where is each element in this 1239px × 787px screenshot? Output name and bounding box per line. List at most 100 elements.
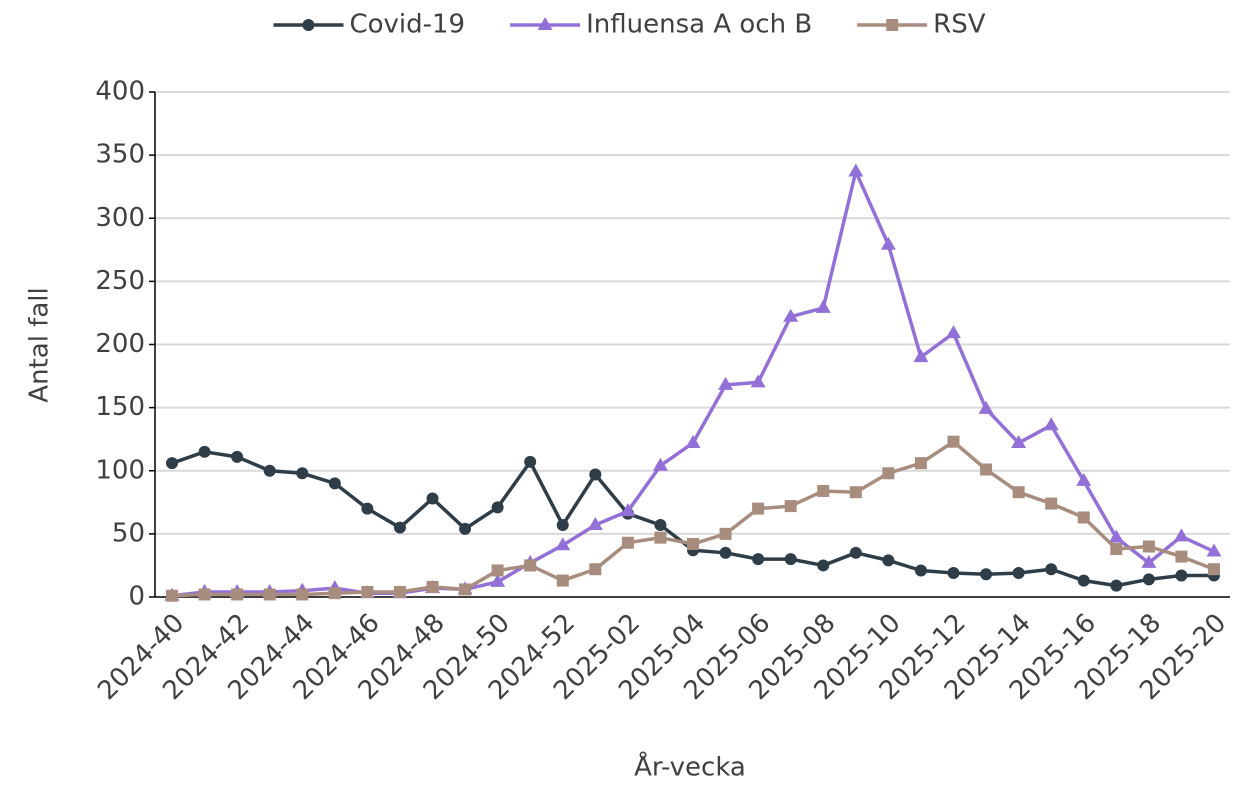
data-point xyxy=(1077,511,1090,524)
data-point xyxy=(947,435,960,448)
data-point xyxy=(426,492,439,505)
data-point xyxy=(654,531,667,544)
y-tick-label: 250 xyxy=(95,266,145,296)
data-point xyxy=(1175,550,1188,563)
data-point xyxy=(490,573,506,587)
data-point xyxy=(848,163,864,177)
legend-marker xyxy=(302,19,315,31)
data-point xyxy=(296,588,309,601)
data-point xyxy=(978,400,994,414)
data-point xyxy=(361,585,374,598)
data-point xyxy=(750,374,766,388)
data-point xyxy=(1175,569,1188,582)
data-point xyxy=(1110,543,1123,556)
data-point xyxy=(589,468,602,481)
data-point xyxy=(882,467,895,480)
y-tick-label: 350 xyxy=(95,140,145,170)
data-point xyxy=(491,564,504,577)
legend-label: Influensa A och B xyxy=(586,10,812,40)
data-point xyxy=(849,546,862,559)
data-point xyxy=(263,588,276,601)
data-point xyxy=(817,484,830,497)
data-point xyxy=(687,537,699,550)
data-point xyxy=(817,559,830,572)
legend-marker xyxy=(537,17,553,30)
data-point xyxy=(1206,543,1222,557)
data-point xyxy=(783,308,799,322)
data-point xyxy=(947,567,960,580)
data-point xyxy=(1108,529,1124,543)
data-point xyxy=(589,563,602,576)
data-point xyxy=(914,564,927,577)
data-point xyxy=(393,585,406,598)
data-point xyxy=(361,502,374,515)
legend-marker xyxy=(886,19,899,31)
data-point xyxy=(718,376,734,390)
data-point xyxy=(752,502,765,515)
data-point xyxy=(524,559,537,572)
data-point xyxy=(459,583,472,596)
data-point xyxy=(556,519,569,532)
data-point xyxy=(1141,554,1157,568)
data-point xyxy=(980,568,993,581)
data-point xyxy=(1011,434,1027,448)
data-point xyxy=(685,434,701,448)
data-point xyxy=(587,517,603,531)
data-point xyxy=(1045,563,1058,576)
data-point xyxy=(1110,579,1123,592)
data-point xyxy=(263,464,276,477)
y-tick-label: 200 xyxy=(95,329,145,359)
data-point xyxy=(426,580,439,593)
data-point xyxy=(555,537,571,551)
data-point xyxy=(620,503,636,517)
data-point xyxy=(491,501,504,514)
data-point xyxy=(946,325,961,339)
data-point xyxy=(328,477,341,490)
y-tick-label: 100 xyxy=(95,455,145,485)
data-point xyxy=(1142,540,1155,553)
data-point xyxy=(1208,563,1220,576)
data-point xyxy=(198,445,211,458)
series-line xyxy=(171,450,1214,588)
y-tick-label: 50 xyxy=(112,518,145,548)
y-axis-label: Antal fall xyxy=(25,287,55,402)
data-point xyxy=(1012,567,1025,580)
data-point xyxy=(459,522,472,535)
legend-label: Covid-19 xyxy=(349,10,465,40)
data-point xyxy=(1045,497,1058,510)
legend-label: RSV xyxy=(933,10,986,40)
data-point xyxy=(719,527,732,540)
data-point xyxy=(1142,573,1155,586)
data-point xyxy=(621,536,634,549)
series-line xyxy=(171,169,1215,598)
data-point xyxy=(296,467,309,480)
y-tick-label: 400 xyxy=(95,77,145,107)
data-point xyxy=(556,574,569,587)
data-point xyxy=(231,450,244,463)
data-point xyxy=(198,588,211,601)
data-point xyxy=(328,587,341,600)
data-point xyxy=(654,519,667,532)
data-point xyxy=(231,588,244,601)
data-point xyxy=(652,457,668,471)
data-point xyxy=(980,463,993,476)
x-axis-label: År-vecka xyxy=(634,751,746,783)
data-point xyxy=(166,589,178,602)
y-tick-label: 300 xyxy=(95,203,145,233)
data-point xyxy=(1043,417,1059,431)
data-point xyxy=(914,457,927,470)
data-point xyxy=(784,553,797,566)
data-point xyxy=(719,546,732,559)
data-point xyxy=(882,554,895,567)
y-tick-label: 150 xyxy=(95,392,145,422)
data-point xyxy=(849,486,862,499)
y-tick-label: 0 xyxy=(128,582,145,612)
data-point xyxy=(815,299,831,313)
data-point xyxy=(752,553,765,566)
data-point xyxy=(784,500,797,513)
data-point xyxy=(166,457,178,470)
data-point xyxy=(913,349,929,363)
data-point xyxy=(524,455,537,468)
data-point xyxy=(1173,528,1189,542)
